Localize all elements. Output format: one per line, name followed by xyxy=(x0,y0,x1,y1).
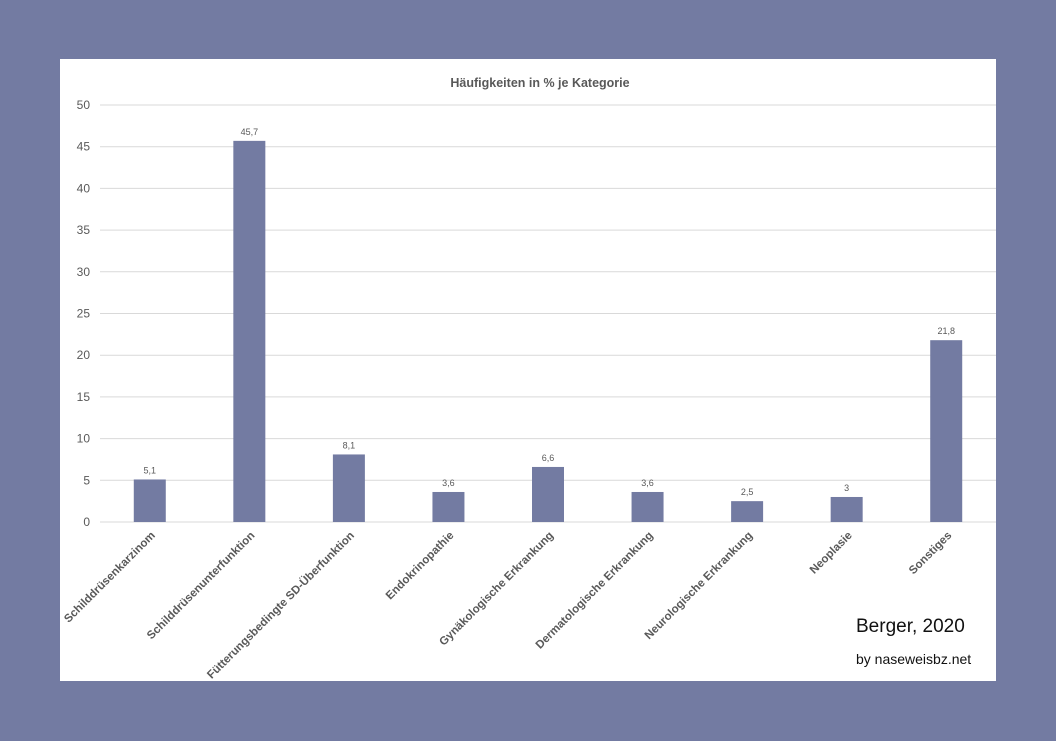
y-tick-label: 5 xyxy=(83,473,90,487)
bar xyxy=(133,479,166,522)
x-tick-label: Dermatologische Erkrankung xyxy=(534,530,656,652)
data-label: 3,6 xyxy=(442,478,455,488)
x-tick-label: Gynäkologische Erkrankung xyxy=(437,530,556,649)
data-label: 8,1 xyxy=(343,440,356,450)
bars xyxy=(133,140,963,522)
bar xyxy=(731,501,764,522)
data-labels: 5,1 45,7 8,1 3,6 6,6 3,6 2,5 3 21,8 xyxy=(144,127,955,497)
bar xyxy=(631,491,664,522)
bar xyxy=(532,466,564,522)
bar xyxy=(930,340,963,522)
x-tick-label: Neurologische Erkrankung xyxy=(643,530,755,642)
data-label: 45,7 xyxy=(241,127,259,137)
bar xyxy=(830,496,863,522)
data-label: 3 xyxy=(844,483,849,493)
bar-chart: Häufigkeiten in % je Kategorie 0 5 10 15 20 2… xyxy=(62,76,996,681)
chart-panel: Häufigkeiten in % je Kategorie 0 5 10 15 20 2… xyxy=(60,59,996,681)
y-axis-ticks: 0 5 10 15 20 25 30 35 40 45 50 xyxy=(77,98,91,529)
y-tick-label: 35 xyxy=(77,223,91,237)
y-tick-label: 0 xyxy=(83,515,90,529)
x-tick-label: Endokrinopathie xyxy=(384,530,457,603)
y-tick-label: 25 xyxy=(77,307,91,321)
data-label: 5,1 xyxy=(144,465,157,475)
data-label: 3,6 xyxy=(641,478,654,488)
x-tick-label: Sonstiges xyxy=(907,530,954,577)
data-label: 6,6 xyxy=(542,453,555,463)
data-label: 21,8 xyxy=(937,326,955,336)
y-tick-label: 10 xyxy=(77,432,91,446)
credit-site: by naseweisbz.net xyxy=(856,651,972,667)
x-axis-ticks: SchilddrüsenkarzinomSchilddrüsenunterfun… xyxy=(62,529,954,681)
y-tick-label: 40 xyxy=(77,181,91,195)
y-tick-label: 15 xyxy=(77,390,91,404)
credit-author: Berger, 2020 xyxy=(856,616,965,637)
x-tick-label: Schilddrüsenunterfunktion xyxy=(145,530,257,642)
x-tick-label: Schilddrüsenkarzinom xyxy=(62,530,158,626)
bar xyxy=(332,454,365,522)
y-tick-label: 20 xyxy=(77,348,91,362)
bar xyxy=(233,140,266,522)
y-tick-label: 45 xyxy=(77,140,91,154)
bar xyxy=(432,491,465,522)
data-label: 2,5 xyxy=(741,487,754,497)
x-tick-label: Neoplasie xyxy=(808,530,855,577)
y-tick-label: 50 xyxy=(77,98,91,112)
chart-title: Häufigkeiten in % je Kategorie xyxy=(450,76,629,90)
y-tick-label: 30 xyxy=(77,265,91,279)
